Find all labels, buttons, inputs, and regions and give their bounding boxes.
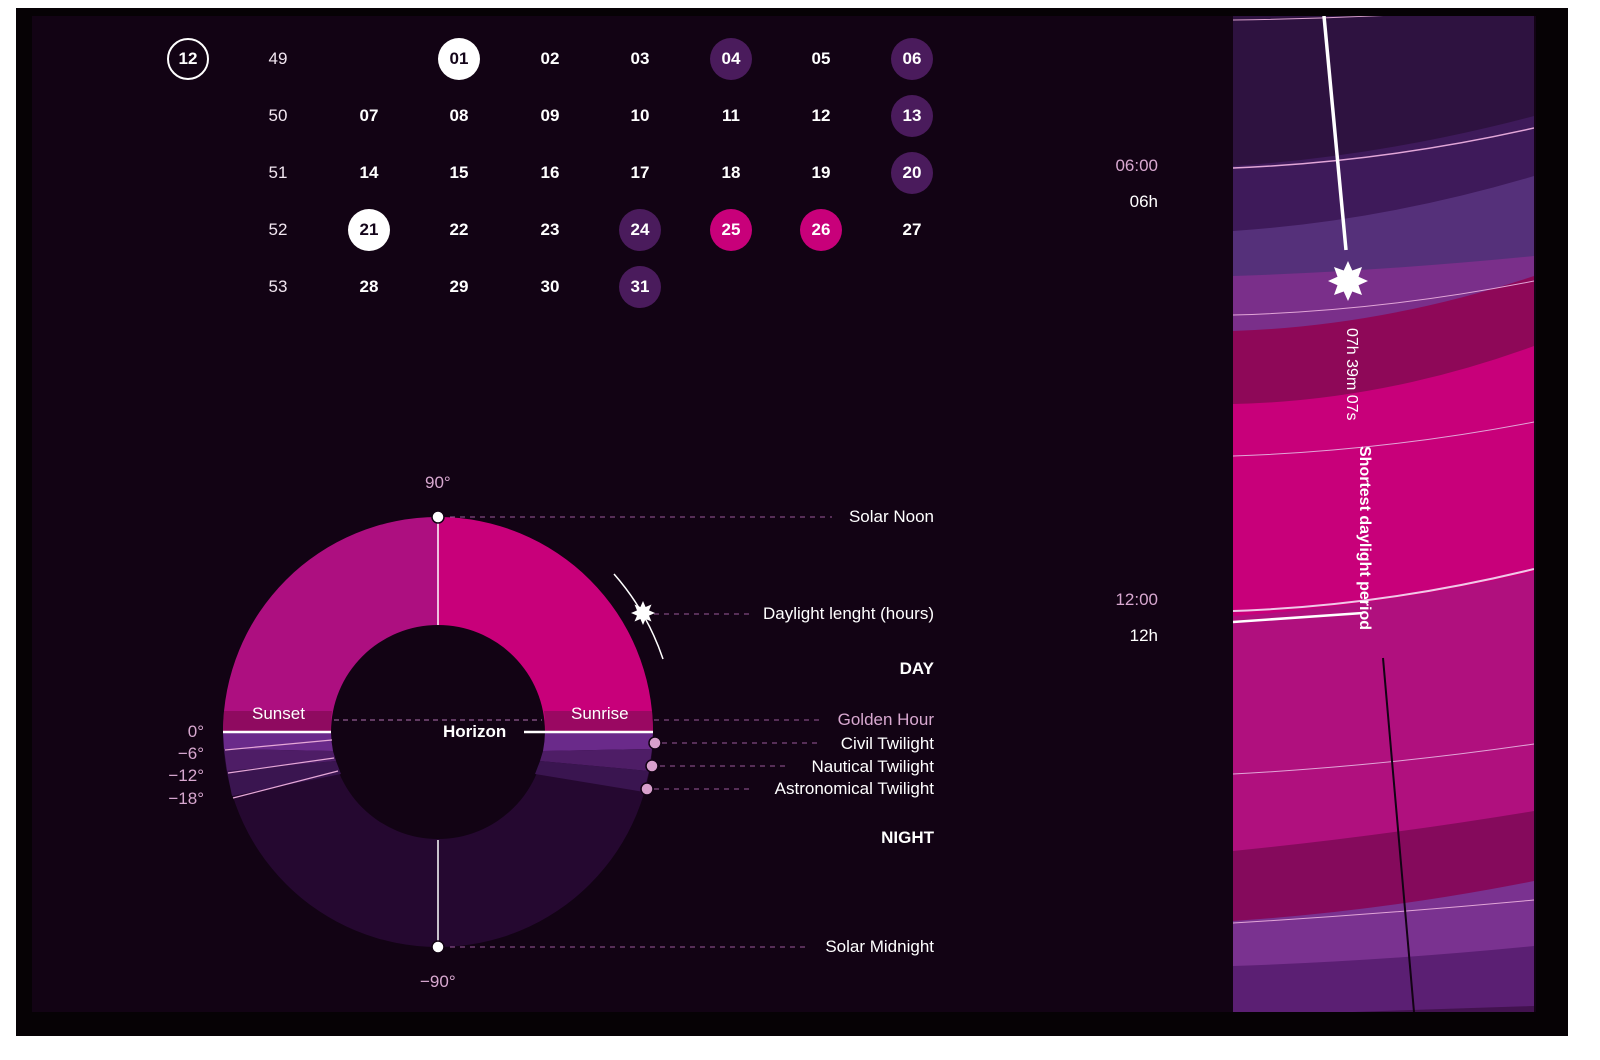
calendar-day[interactable]: 21 [348, 209, 390, 251]
calendar-day[interactable]: 23 [540, 220, 560, 239]
calendar-day[interactable]: 25 [710, 209, 752, 251]
sunset-label: Sunset [252, 704, 305, 723]
shortest-duration: 07h 39m 07s [1343, 328, 1360, 421]
calendar-day[interactable]: 29 [449, 277, 469, 296]
calendar-day[interactable]: 19 [811, 163, 831, 182]
week-number: 51 [268, 163, 288, 182]
calendar-day[interactable]: 18 [721, 163, 741, 182]
week-number: 53 [268, 277, 288, 296]
golden-hour-label: Golden Hour [837, 710, 934, 729]
calendar-day[interactable]: 09 [540, 106, 560, 125]
calendar-day[interactable]: 26 [800, 209, 842, 251]
calendar-day[interactable]: 24 [619, 209, 661, 251]
solar-noon-label: Solar Noon [848, 507, 934, 526]
calendar-day[interactable]: 27 [902, 220, 922, 239]
calendar-day[interactable]: 03 [630, 49, 650, 68]
calendar-day[interactable]: 28 [359, 277, 379, 296]
daylight-band-chart: 07h 39m 07s Shortest daylight period [1233, 16, 1534, 1012]
shortest-label: Shortest daylight period [1356, 446, 1373, 630]
calendar-day[interactable]: 31 [619, 266, 661, 308]
sun-marker-icon [1328, 261, 1368, 301]
calendar-day[interactable]: 13 [891, 95, 933, 137]
astronomical-twilight-label: Astronomical Twilight [774, 779, 934, 798]
month-badge[interactable]: 12 [167, 38, 209, 80]
sun-position-diagram [223, 510, 832, 954]
day-label: DAY [899, 659, 934, 678]
sun-icon [631, 601, 655, 625]
solar-midnight-marker [431, 940, 445, 954]
sunrise-label: Sunrise [571, 704, 629, 723]
hours-12h: 12h [1129, 626, 1158, 645]
hours-06h: 06h [1129, 192, 1158, 211]
calendar-day[interactable]: 05 [811, 49, 831, 68]
infographic-canvas: 12 49 01 02 03 04 05 06 50 07 08 09 10 11 12 13 51 14 15 1… [32, 16, 1536, 1012]
solar-midnight-label: Solar Midnight [825, 937, 934, 956]
degree-minus12-label: −12° [168, 766, 204, 785]
calendar-day[interactable]: 11 [722, 106, 740, 125]
calendar-day[interactable]: 20 [891, 152, 933, 194]
horizon-label: Horizon [443, 722, 507, 741]
calendar-day[interactable]: 15 [449, 163, 469, 182]
calendar-day[interactable]: 01 [438, 38, 480, 80]
degree-minus6-label: −6° [177, 744, 204, 763]
calendar-day[interactable]: 07 [359, 106, 379, 125]
solar-noon-marker [431, 510, 445, 524]
nautical-twilight-label: Nautical Twilight [811, 757, 934, 776]
calendar-day[interactable]: 08 [449, 106, 469, 125]
calendar-day[interactable]: 12 [811, 106, 831, 125]
week-number: 52 [268, 220, 288, 239]
civil-twilight-label: Civil Twilight [840, 734, 934, 753]
calendar-day[interactable]: 10 [630, 106, 650, 125]
week-number: 49 [268, 49, 288, 68]
degree-minus18-label: −18° [168, 789, 204, 808]
time-1200: 12:00 [1115, 590, 1158, 609]
degree-0-label: 0° [187, 722, 204, 741]
calendar-day[interactable]: 14 [359, 163, 379, 182]
calendar-day[interactable]: 06 [891, 38, 933, 80]
week-number: 50 [268, 106, 288, 125]
calendar-day[interactable]: 02 [540, 49, 560, 68]
degree-bottom-label: −90° [420, 972, 456, 991]
degree-top-label: 90° [425, 473, 451, 492]
calendar-day[interactable]: 04 [710, 38, 752, 80]
calendar-day[interactable]: 16 [540, 163, 560, 182]
night-label: NIGHT [881, 828, 934, 847]
daylight-length-label: Daylight lenght (hours) [762, 604, 934, 623]
calendar-day[interactable]: 30 [540, 277, 560, 296]
calendar-day[interactable]: 22 [449, 220, 469, 239]
time-0600: 06:00 [1115, 156, 1158, 175]
calendar-day[interactable]: 17 [630, 163, 650, 182]
